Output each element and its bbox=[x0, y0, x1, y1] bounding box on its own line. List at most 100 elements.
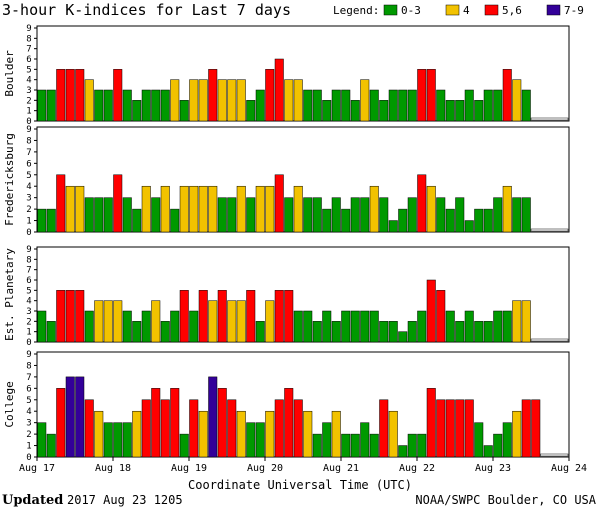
kindex-bar bbox=[417, 174, 427, 233]
kindex-bar bbox=[284, 79, 294, 122]
legend-item-0-3: 0-3 bbox=[401, 4, 421, 17]
kindex-bar bbox=[189, 79, 199, 122]
legend-swatch-5-6 bbox=[484, 4, 499, 16]
kindex-bar bbox=[170, 208, 180, 233]
kindex-bar bbox=[312, 433, 322, 458]
x-tick-label: Aug 22 bbox=[399, 463, 435, 474]
kindex-bar bbox=[493, 310, 503, 343]
x-axis-label: Coordinate Universal Time (UTC) bbox=[188, 478, 412, 492]
x-tick-label: Aug 23 bbox=[475, 463, 511, 474]
y-tick-label: 3 bbox=[26, 194, 31, 204]
y-tick-label: 6 bbox=[26, 276, 31, 286]
legend-item-7-9: 7-9 bbox=[564, 4, 584, 17]
kindex-bar bbox=[483, 89, 493, 122]
kindex-bar bbox=[426, 279, 436, 343]
kindex-bar bbox=[265, 410, 275, 458]
y-tick-label: 3 bbox=[26, 307, 31, 317]
kindex-bar bbox=[122, 422, 132, 458]
y-tick-label: 9 bbox=[26, 24, 31, 34]
kindex-bar bbox=[198, 185, 208, 233]
kindex-bar bbox=[208, 376, 218, 458]
kindex-bar bbox=[445, 208, 455, 233]
kindex-bar bbox=[113, 69, 123, 122]
kindex-bar bbox=[407, 433, 417, 458]
kindex-bar bbox=[464, 399, 474, 458]
kindex-bar bbox=[246, 197, 256, 233]
y-tick-label: 3 bbox=[26, 419, 31, 429]
kindex-bar bbox=[502, 185, 512, 233]
kindex-bar bbox=[132, 321, 142, 343]
kindex-bar bbox=[455, 399, 465, 458]
kindex-bar bbox=[426, 69, 436, 122]
y-tick-label: 2 bbox=[26, 96, 31, 106]
kindex-bar bbox=[227, 399, 237, 458]
kindex-bar bbox=[369, 185, 379, 233]
kindex-bar bbox=[217, 388, 227, 458]
kindex-bar bbox=[388, 89, 398, 122]
kindex-bar bbox=[464, 310, 474, 343]
panel-label-est-planetary: Est. Planetary bbox=[3, 248, 16, 341]
kindex-bar bbox=[360, 310, 370, 343]
kindex-bar bbox=[398, 331, 408, 343]
kindex-bar bbox=[417, 69, 427, 122]
panel-label-fredericksburg: Fredericksburg bbox=[3, 133, 16, 226]
kindex-bar bbox=[426, 185, 436, 233]
kindex-bar bbox=[94, 410, 104, 458]
kindex-bar bbox=[350, 100, 360, 122]
kindex-bar bbox=[322, 208, 332, 233]
kindex-bar bbox=[227, 79, 237, 122]
kindex-bar bbox=[388, 321, 398, 343]
y-tick-label: 6 bbox=[26, 384, 31, 394]
kindex-bar bbox=[170, 79, 180, 122]
kindex-bar bbox=[303, 410, 313, 458]
y-tick-label: 9 bbox=[26, 245, 31, 255]
kindex-bar bbox=[455, 100, 465, 122]
kindex-bar bbox=[132, 100, 142, 122]
kindex-bar bbox=[312, 89, 322, 122]
kindex-bar bbox=[56, 174, 66, 233]
kindex-bar bbox=[255, 422, 265, 458]
kindex-bar bbox=[179, 185, 189, 233]
kindex-bar bbox=[141, 89, 151, 122]
kindex-bar bbox=[369, 433, 379, 458]
kindex-bar bbox=[474, 208, 484, 233]
kindex-bar bbox=[170, 388, 180, 458]
y-tick-label: 0 bbox=[26, 338, 31, 348]
kindex-bar bbox=[445, 310, 455, 343]
kindex-bar bbox=[483, 321, 493, 343]
x-tick-label: Aug 19 bbox=[171, 463, 207, 474]
kindex-bar bbox=[151, 89, 161, 122]
kindex-bar bbox=[493, 89, 503, 122]
kindex-bar bbox=[464, 220, 474, 233]
y-tick-label: 1 bbox=[26, 107, 31, 117]
kindex-bar bbox=[521, 300, 531, 343]
y-tick-label: 5 bbox=[26, 171, 31, 181]
kindex-bar bbox=[170, 310, 180, 343]
y-tick-label: 9 bbox=[26, 125, 31, 135]
kindex-bar bbox=[407, 197, 417, 233]
kindex-bar bbox=[331, 410, 341, 458]
kindex-bar bbox=[350, 433, 360, 458]
kindex-bar bbox=[360, 79, 370, 122]
kindex-bar bbox=[369, 89, 379, 122]
kindex-bar bbox=[75, 185, 85, 233]
kindex-bar bbox=[265, 300, 275, 343]
kindex-bar bbox=[208, 185, 218, 233]
kindex-bar bbox=[217, 197, 227, 233]
kindex-bar bbox=[160, 185, 170, 233]
panel-label-boulder: Boulder bbox=[3, 50, 16, 97]
kindex-bar bbox=[84, 197, 94, 233]
kindex-bar bbox=[274, 58, 284, 122]
y-tick-label: 1 bbox=[26, 442, 31, 452]
legend-swatch-0-3 bbox=[383, 4, 398, 16]
kindex-bar bbox=[331, 197, 341, 233]
x-tick-label: Aug 18 bbox=[95, 463, 131, 474]
kindex-bar bbox=[179, 100, 189, 122]
kindex-bar bbox=[113, 300, 123, 343]
kindex-bar bbox=[246, 100, 256, 122]
kindex-bar bbox=[474, 422, 484, 458]
kindex-bar bbox=[464, 89, 474, 122]
kindex-bar bbox=[331, 321, 341, 343]
y-tick-label: 8 bbox=[26, 255, 31, 265]
kindex-bar bbox=[65, 290, 75, 343]
